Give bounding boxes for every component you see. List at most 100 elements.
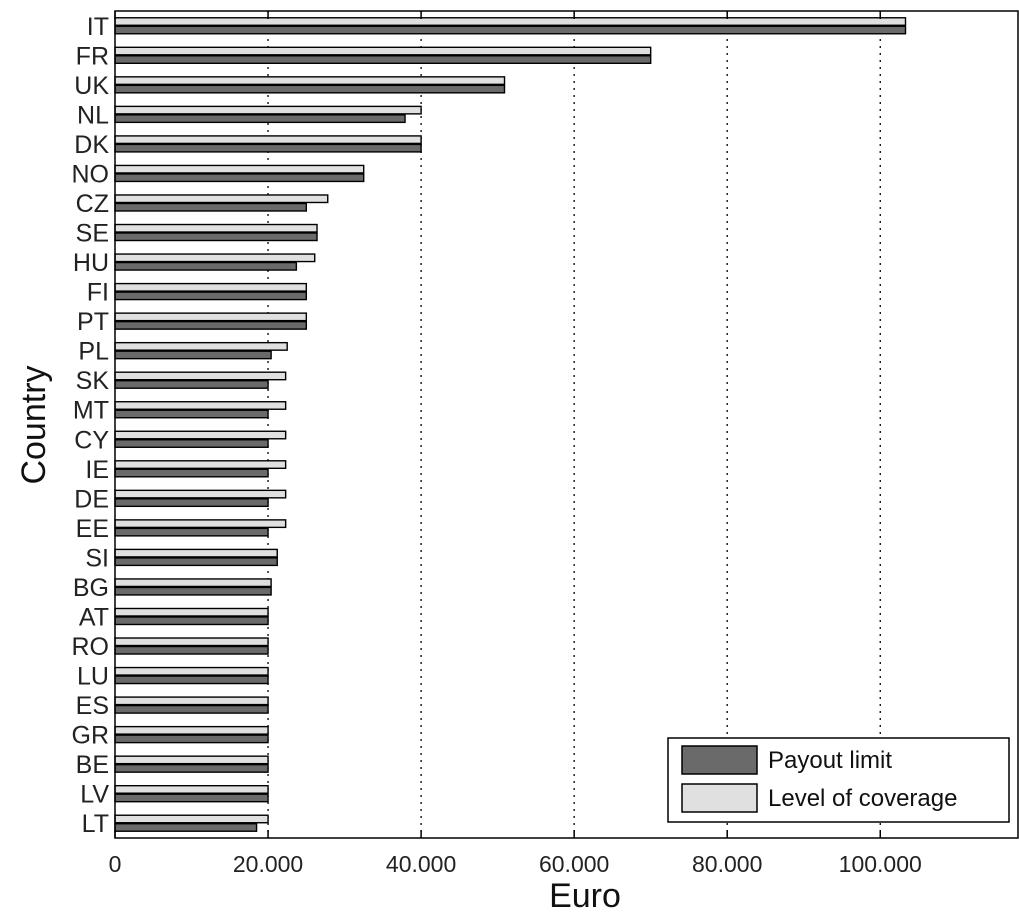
bar-level-of-coverage — [114, 401, 287, 410]
bar-payout-limit — [114, 704, 269, 714]
bar-level-of-coverage — [114, 784, 269, 794]
bar-payout-limit — [114, 793, 269, 803]
bar-level-of-coverage — [114, 312, 308, 322]
bar-payout-limit — [114, 675, 269, 685]
bar-payout-limit — [114, 261, 298, 271]
y-tick-label: LT — [82, 810, 109, 838]
bar-payout-limit — [114, 409, 269, 419]
x-axis-title: Euro — [549, 877, 621, 915]
y-tick-label: RO — [72, 633, 110, 661]
y-tick-label: CY — [74, 426, 109, 454]
y-tick-label: PL — [78, 338, 109, 366]
bar-level-of-coverage — [114, 341, 288, 351]
legend-swatch-level-of-coverage — [681, 783, 758, 813]
y-tick-label: SE — [76, 220, 109, 248]
y-tick-label: ES — [76, 692, 109, 720]
bar-level-of-coverage — [114, 105, 422, 115]
y-tick-label: BG — [73, 574, 109, 602]
y-tick-label: LV — [80, 781, 109, 809]
bar-payout-limit — [114, 202, 308, 212]
bar-payout-limit — [114, 350, 272, 360]
y-tick-label: UK — [74, 72, 109, 100]
bar-level-of-coverage — [114, 637, 269, 647]
bar-payout-limit — [114, 645, 269, 655]
y-tick-label: IE — [85, 456, 109, 484]
legend-label-payout-limit: Payout limit — [768, 747, 892, 774]
legend: Payout limit Level of coverage — [667, 737, 1010, 823]
bar-level-of-coverage — [114, 696, 269, 706]
bar-payout-limit — [114, 114, 406, 124]
bars — [114, 17, 907, 832]
bar-level-of-coverage — [114, 223, 318, 233]
bar-payout-limit — [114, 763, 269, 773]
bar-payout-limit — [114, 616, 269, 626]
bar-payout-limit — [114, 557, 278, 567]
bar-payout-limit — [114, 586, 272, 596]
y-tick-label: FR — [76, 42, 109, 70]
y-tick-label: LU — [77, 663, 109, 691]
y-tick-label: DK — [74, 131, 109, 159]
bar-level-of-coverage — [114, 578, 272, 588]
bar-payout-limit — [114, 173, 365, 183]
bar-payout-limit — [114, 379, 269, 389]
y-tick-label: SI — [85, 544, 109, 572]
bar-payout-limit — [114, 498, 269, 508]
bar-level-of-coverage — [114, 725, 269, 735]
x-tick-label: 0 — [109, 851, 122, 877]
bar-level-of-coverage — [114, 253, 316, 263]
legend-label-level-of-coverage: Level of coverage — [768, 785, 957, 812]
y-tick-label: BE — [76, 751, 109, 779]
bar-level-of-coverage — [114, 814, 269, 824]
bar-level-of-coverage — [114, 548, 278, 558]
bar-level-of-coverage — [114, 430, 287, 440]
x-tick-label: 100.000 — [839, 851, 922, 877]
y-tick-label: NL — [77, 101, 109, 129]
axis-ticks: 0 20.000 40.000 60.000 80.000 100.000 ITFRUKNL… — [72, 11, 922, 877]
bar-payout-limit — [114, 84, 506, 94]
y-tick-label: PT — [77, 308, 109, 336]
y-axis-title: Country — [15, 365, 53, 484]
y-tick-label: NO — [72, 160, 110, 188]
bar-level-of-coverage — [114, 164, 365, 174]
y-tick-label: EE — [76, 515, 109, 543]
bar-level-of-coverage — [114, 755, 269, 765]
bar-level-of-coverage — [114, 460, 287, 470]
plot-frame — [114, 10, 1019, 839]
bar-level-of-coverage — [114, 371, 287, 381]
x-tick-label: 40.000 — [386, 851, 456, 877]
bar-payout-limit — [114, 468, 269, 478]
plot-area — [115, 11, 1018, 838]
y-tick-label: DE — [74, 485, 109, 513]
x-tick-label: 60.000 — [539, 851, 609, 877]
bar-level-of-coverage — [114, 194, 329, 204]
bar-level-of-coverage — [114, 76, 506, 86]
y-tick-label: IT — [87, 13, 109, 41]
bar-level-of-coverage — [114, 489, 287, 499]
bar-level-of-coverage — [114, 17, 907, 26]
bar-payout-limit — [114, 143, 422, 153]
y-tick-label: GR — [72, 722, 110, 750]
bar-level-of-coverage — [114, 46, 652, 56]
y-tick-label: HU — [73, 249, 109, 277]
y-tick-label: SK — [76, 367, 110, 395]
bar-level-of-coverage — [114, 135, 422, 145]
bar-payout-limit — [114, 527, 269, 537]
bar-payout-limit — [114, 439, 269, 448]
y-tick-label: FI — [87, 279, 109, 307]
x-tick-label: 80.000 — [692, 851, 762, 877]
bar-payout-limit — [114, 734, 269, 744]
bar-payout-limit — [114, 25, 907, 35]
bar-payout-limit — [114, 291, 308, 301]
y-tick-label: CZ — [76, 190, 109, 218]
x-tick-label: 20.000 — [233, 851, 303, 877]
bar-payout-limit — [114, 320, 308, 330]
bar-level-of-coverage — [114, 282, 308, 292]
bar-payout-limit — [114, 55, 652, 65]
bar-payout-limit — [114, 823, 258, 832]
bar-level-of-coverage — [114, 519, 287, 529]
legend-swatch-payout-limit — [681, 745, 758, 775]
y-tick-label: AT — [79, 603, 109, 631]
bar-level-of-coverage — [114, 666, 269, 676]
grid-lines — [267, 11, 881, 838]
